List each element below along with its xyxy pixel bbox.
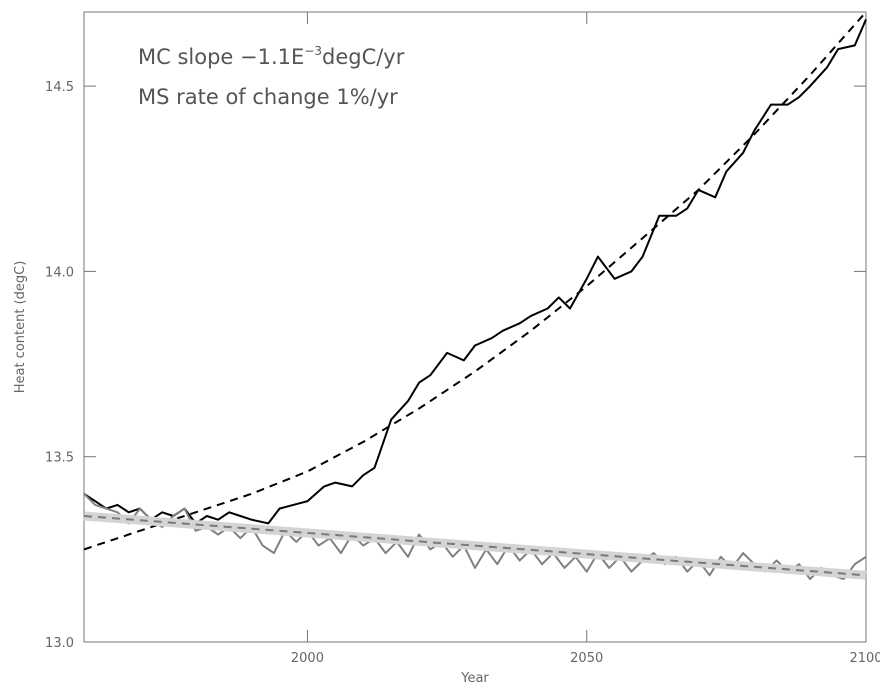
x-tick-label: 2000 [291,651,324,666]
annotation: MC slope −1.1E−3degC/yr [138,44,405,69]
y-axis-label: Heat content (degC) [13,261,28,394]
x-tick-label: 2100 [849,651,880,666]
data-line [83,19,867,525]
plot-frame [83,11,867,643]
x-axis-label: Year [460,671,489,686]
y-tick-label: 13.0 [45,636,74,651]
trend-line [83,515,867,577]
fit-line [83,11,867,551]
annotation-text: degC/yr [322,45,405,69]
y-tick-label: 14.5 [45,80,74,95]
annotation-sup: −3 [304,44,322,58]
annotation-text: MC slope −1.1E [138,45,304,69]
x-tick-label: 2050 [570,651,603,666]
y-tick-label: 13.5 [45,451,74,466]
annotation: MS rate of change 1%/yr [138,85,398,109]
y-tick-label: 14.0 [45,265,74,280]
